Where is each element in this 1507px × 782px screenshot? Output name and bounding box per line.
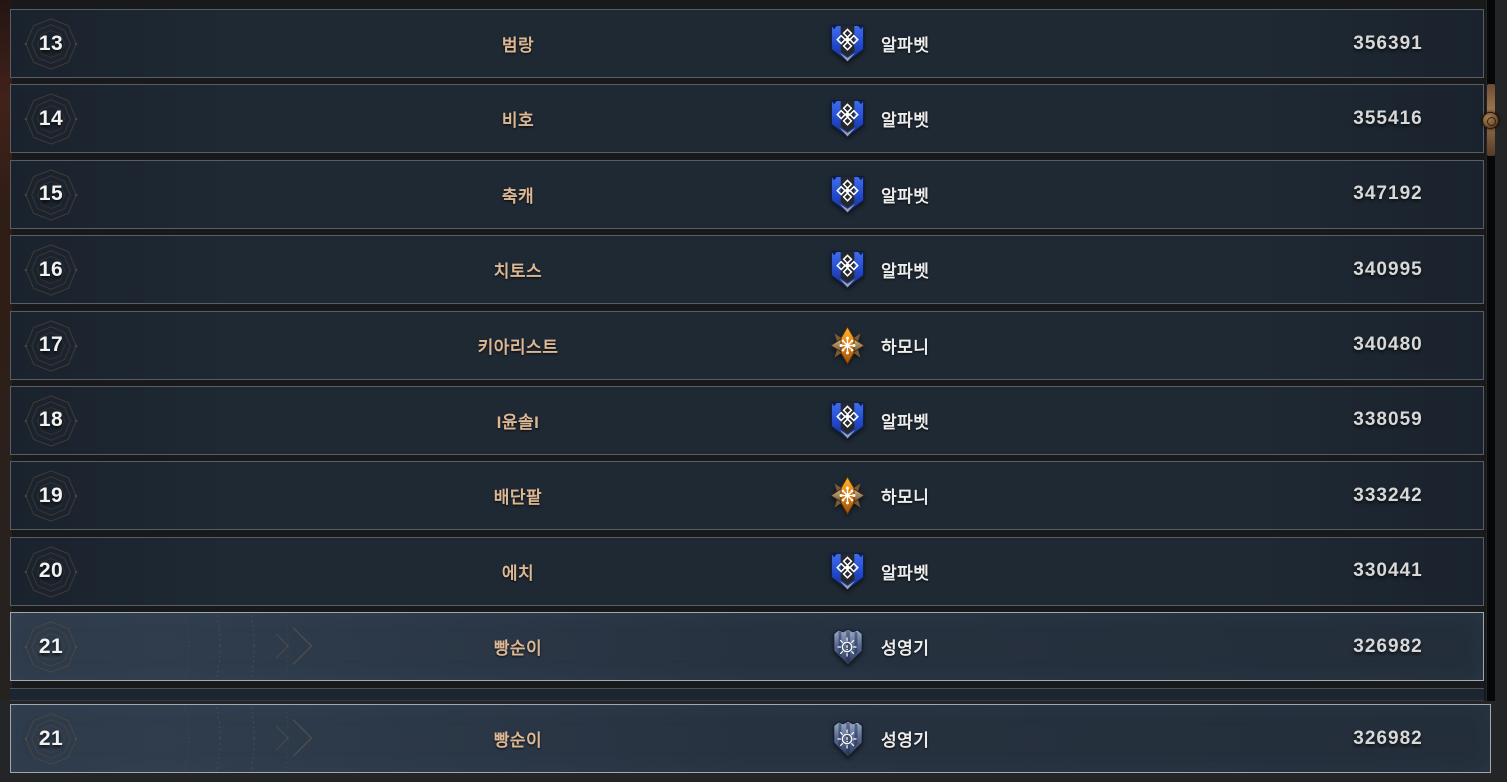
player-name: 키아리스트 <box>477 337 559 357</box>
guild-cell: 알파벳 <box>829 538 1149 605</box>
rank-row[interactable]: 19 배단팥 하모니 333242 <box>10 461 1484 531</box>
guild-name: 알파벳 <box>881 412 930 432</box>
silver-shield-guild-icon <box>829 627 866 667</box>
player-name: 빵순이 <box>493 639 543 659</box>
rank-cell: 13 <box>11 10 91 77</box>
score-value: 338059 <box>1353 409 1423 431</box>
player-name: 축캐 <box>501 186 535 206</box>
guild-cell: 알파벳 <box>829 387 1149 454</box>
score-value: 347192 <box>1353 183 1423 205</box>
guild-name: 알파벳 <box>881 36 930 55</box>
rank-cell: 14 <box>11 85 91 152</box>
guild-name: 알파벳 <box>881 186 930 206</box>
player-name: 에치 <box>501 563 535 583</box>
blue-banner-guild-icon <box>829 250 866 290</box>
guild-name: 하모니 <box>881 488 930 508</box>
player-name: 비호 <box>501 111 535 131</box>
rank-number: 15 <box>38 182 64 206</box>
rank-number: 16 <box>38 257 64 281</box>
blue-banner-guild-icon <box>829 99 866 139</box>
next-row-partial <box>10 687 1484 701</box>
rank-cell: 15 <box>11 161 91 228</box>
score-value: 326982 <box>1353 727 1423 749</box>
player-name: 치토스 <box>493 262 543 282</box>
guild-cell: 하모니 <box>829 312 1149 379</box>
score-value: 330441 <box>1353 560 1423 582</box>
rank-cell: 21 <box>11 705 91 772</box>
guild-cell: 알파벳 <box>829 161 1149 228</box>
score-value: 355416 <box>1353 107 1423 129</box>
player-name: 빵순이 <box>493 731 543 750</box>
score-value: 340480 <box>1353 334 1423 356</box>
scrollbar-track[interactable] <box>1482 0 1499 701</box>
blue-banner-guild-icon <box>829 551 866 591</box>
rank-number: 21 <box>38 634 64 658</box>
rank-number: 19 <box>38 483 64 507</box>
rank-row[interactable]: 21 빵순이 성영기 326982 <box>10 612 1484 682</box>
rank-cell: 19 <box>11 462 91 529</box>
rank-cell: 18 <box>11 387 91 454</box>
rank-cell: 20 <box>11 538 91 605</box>
scrollbar-ornament-icon[interactable] <box>1482 112 1499 129</box>
guild-name: 알파벳 <box>881 563 930 583</box>
gold-star-guild-icon <box>829 325 866 365</box>
scrollbar-thumb[interactable] <box>1482 84 1499 156</box>
blue-banner-guild-icon <box>829 24 866 64</box>
score-value: 356391 <box>1353 32 1423 54</box>
score-value: 333242 <box>1353 484 1423 506</box>
rank-number: 13 <box>38 31 64 55</box>
rank-row[interactable]: 13 범랑 알파벳 356391 <box>10 9 1484 78</box>
guild-name: 성영기 <box>881 731 930 750</box>
gold-star-guild-icon <box>829 476 866 516</box>
score-value: 340995 <box>1353 258 1423 280</box>
guild-cell: 성영기 <box>829 613 1149 680</box>
background-art-strip <box>0 0 12 701</box>
silver-shield-guild-icon <box>829 719 866 759</box>
guild-cell: 하모니 <box>829 462 1149 529</box>
rank-row[interactable]: 18 I윤솔I 알파벳 338059 <box>10 385 1484 455</box>
rank-number: 14 <box>38 106 64 130</box>
guild-name: 알파벳 <box>881 111 930 131</box>
player-name: I윤솔I <box>496 412 540 432</box>
rank-number: 20 <box>38 559 64 583</box>
rank-cell: 21 <box>11 613 91 680</box>
blue-banner-guild-icon <box>829 400 866 440</box>
blue-banner-guild-icon <box>829 174 866 214</box>
rank-number: 17 <box>38 333 64 357</box>
rank-row[interactable]: 17 키아리스트 하모니 340480 <box>10 310 1484 380</box>
score-value: 326982 <box>1353 635 1423 657</box>
rank-number: 18 <box>38 408 64 432</box>
player-name: 범랑 <box>501 36 535 55</box>
guild-name: 알파벳 <box>881 262 930 282</box>
guild-cell: 알파벳 <box>829 236 1149 303</box>
guild-cell: 알파벳 <box>829 10 1149 77</box>
rank-row[interactable]: 20 에치 알파벳 330441 <box>10 536 1484 606</box>
rank-cell: 17 <box>11 312 91 379</box>
guild-name: 하모니 <box>881 337 930 357</box>
guild-name: 성영기 <box>881 639 930 659</box>
rank-cell: 16 <box>11 236 91 303</box>
rank-row[interactable]: 15 축캐 알파벳 347192 <box>10 159 1484 229</box>
rank-number: 21 <box>38 726 64 750</box>
guild-cell: 성영기 <box>829 705 1149 772</box>
rank-row[interactable]: 16 치토스 알파벳 340995 <box>10 235 1484 305</box>
guild-cell: 알파벳 <box>829 85 1149 152</box>
pinned-my-rank-row-slot: 21 빵순이 성영기 326982 <box>10 704 1491 773</box>
player-name: 배단팥 <box>493 488 543 508</box>
rank-row[interactable]: 14 비호 알파벳 355416 <box>10 84 1484 154</box>
ranking-list: 13 범랑 알파벳 356391 14 비호 알파벳 355416 15 축캐 … <box>10 0 1484 701</box>
pinned-my-rank-row[interactable]: 21 빵순이 성영기 326982 <box>10 704 1491 773</box>
